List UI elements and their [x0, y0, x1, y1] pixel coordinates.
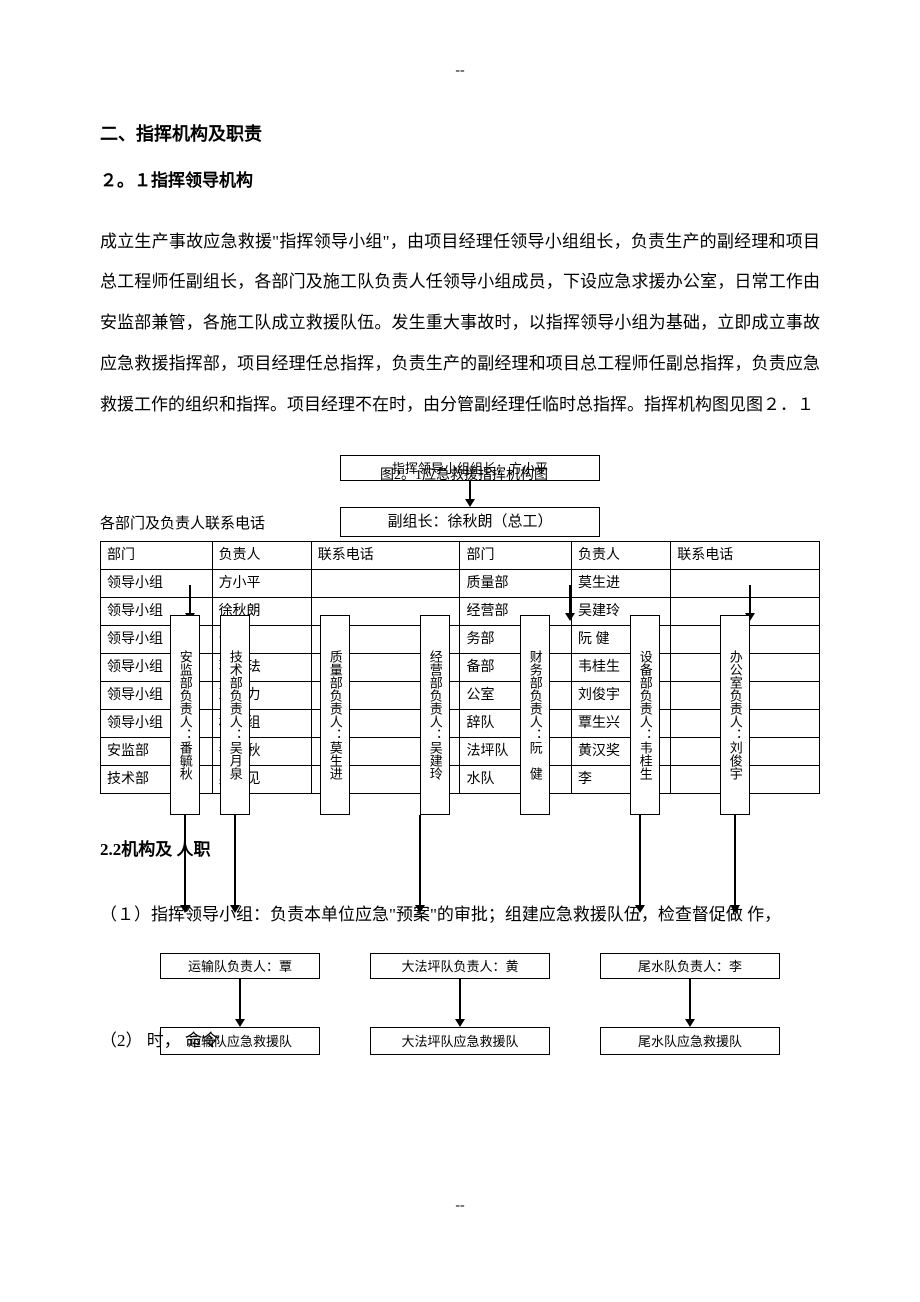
- org-diagram: 指挥领导小组组长：方小平 图2。1应急救援指挥机构图 副组长：徐秋朗（总工） 各…: [100, 455, 820, 1155]
- table-row: 部门 负责人 联系电话 部门 负责人 联系电话: [101, 542, 820, 570]
- th: 部门: [101, 542, 213, 570]
- dept-box: 技术部负责人：吴月泉: [220, 615, 250, 815]
- table-row: 领导小组徐秋朗经营部吴建玲: [101, 598, 820, 626]
- table-row: 领导小组蒋庭珐备部韦桂生: [101, 654, 820, 682]
- heading-1: 二、指挥机构及职责: [100, 121, 820, 148]
- th: 负责人: [572, 542, 671, 570]
- team-box: 尾水队负责人：李: [600, 953, 780, 979]
- dept-box: 设备部负责人：韦桂生: [630, 615, 660, 815]
- table-cell: 备部: [460, 654, 572, 682]
- main-paragraph: 成立生产事故应急救援"指挥领导小组"，由项目经理任领导小组组长，负责生产的副经理…: [100, 222, 820, 426]
- th: 联系电话: [671, 542, 820, 570]
- table-cell: 务部: [460, 626, 572, 654]
- dept-box: 质量部负责人：莫生进: [320, 615, 350, 815]
- team-box: 大法坪队负责人：黄: [370, 953, 550, 979]
- dept-box: 财务部负责人：阮 健: [520, 615, 550, 815]
- table-cell: 方小平: [212, 570, 311, 598]
- heading-2: ２。１指挥领导机构: [100, 168, 820, 194]
- dept-box: 办公室负责人：刘俊宇: [720, 615, 750, 815]
- subleader-box: 副组长：徐秋朗（总工）: [340, 507, 600, 537]
- table-cell: 水队: [460, 766, 572, 794]
- contact-title: 各部门及负责人联系电话: [100, 513, 265, 536]
- item-2: （2） 时， 命令: [100, 1021, 820, 1062]
- table-row: 技术部吴月见水队李: [101, 766, 820, 794]
- dept-box: 经营部负责人：吴建玲: [420, 615, 450, 815]
- th: 部门: [460, 542, 572, 570]
- dept-box: 安监部负责人：番毓秋: [170, 615, 200, 815]
- team-box: 运输队负责人：覃: [160, 953, 320, 979]
- th: 负责人: [212, 542, 311, 570]
- page-footer-dash: --: [100, 1195, 820, 1216]
- table-row: 安监部番毓秋法坪队黄汉奖: [101, 738, 820, 766]
- table-cell: 质量部: [460, 570, 572, 598]
- th: 联系电话: [311, 542, 460, 570]
- table-cell: 辞队: [460, 710, 572, 738]
- table-cell: [671, 570, 820, 598]
- heading-22: 2.2机构及 人职: [100, 837, 211, 863]
- contacts-table: 部门 负责人 联系电话 部门 负责人 联系电话 领导小组方小平质量部莫生进领导小…: [100, 541, 820, 794]
- table-row: 领导小组林运组辞队覃生兴: [101, 710, 820, 738]
- table-cell: 法坪队: [460, 738, 572, 766]
- table-row: 领导小组邓桂力公室刘俊宇: [101, 682, 820, 710]
- table-row: 领导小组击务部阮 健: [101, 626, 820, 654]
- table-cell: 经营部: [460, 598, 572, 626]
- table-cell: 领导小组: [101, 570, 213, 598]
- page-header-dash: --: [100, 60, 820, 81]
- table-cell: [311, 570, 460, 598]
- table-cell: 莫生进: [572, 570, 671, 598]
- diagram-caption: 图2。1应急救援指挥机构图: [380, 465, 548, 486]
- table-cell: 公室: [460, 682, 572, 710]
- item-1: （１）指挥领导小组：负责本单位应急"预案"的审批；组建应急救援队伍，检查督促做 …: [100, 895, 820, 936]
- table-row: 领导小组方小平 质量部莫生进: [101, 570, 820, 598]
